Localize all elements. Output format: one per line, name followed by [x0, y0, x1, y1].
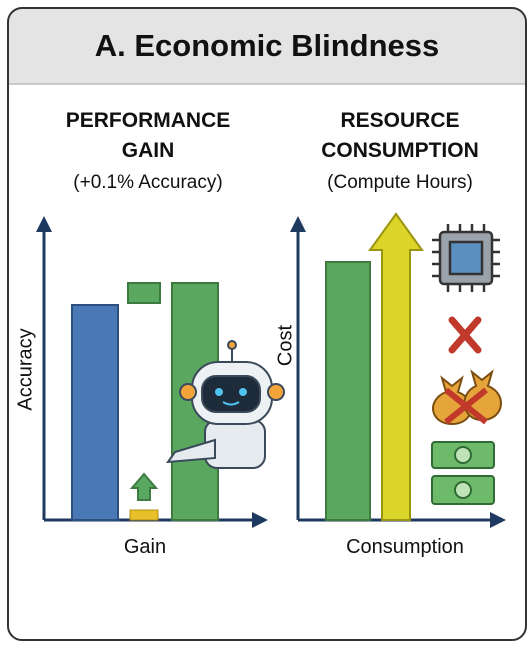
- x-axis-label: Consumption: [320, 536, 490, 559]
- chip-icon: [432, 224, 500, 292]
- panel-title: RESOURCE CONSUMPTION: [290, 106, 510, 166]
- panel-subtitle: (Compute Hours): [280, 172, 520, 194]
- panel-title: PERFORMANCE GAIN: [38, 106, 258, 166]
- y-axis-label: Cost: [275, 296, 298, 396]
- panel-subtitle: (+0.1% Accuracy): [28, 172, 268, 194]
- page: A. Economic Blindness PERFORMANCE GAIN (…: [0, 0, 532, 648]
- bar: [326, 262, 370, 520]
- y-axis-label: Accuracy: [15, 320, 38, 420]
- small-bar: [130, 510, 158, 520]
- bar: [72, 305, 118, 520]
- bar-cap: [128, 283, 160, 303]
- header-title: A. Economic Blindness: [8, 28, 526, 64]
- x-axis-label: Gain: [95, 536, 195, 559]
